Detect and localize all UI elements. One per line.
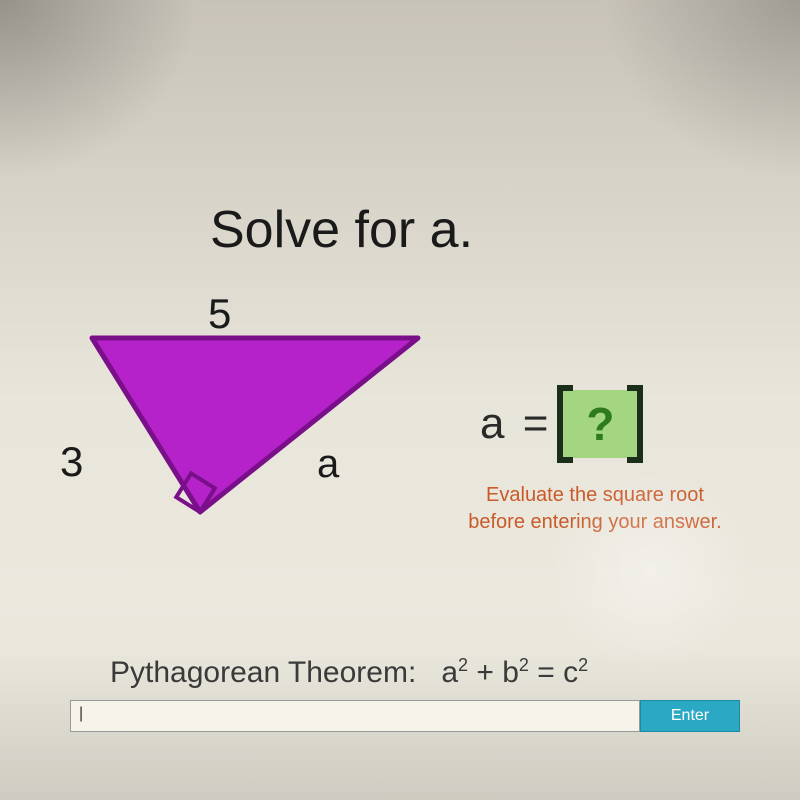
answer-placeholder-icon: ? xyxy=(586,397,614,451)
answer-prefix: a = xyxy=(480,399,551,449)
theorem-plus: + xyxy=(468,656,502,689)
triangle-figure: 5 3 a xyxy=(60,290,430,520)
theorem-eq: = xyxy=(529,656,563,689)
theorem-c: c xyxy=(563,656,578,689)
photo-shadow-tl xyxy=(0,0,200,180)
photo-shadow-tr xyxy=(600,0,800,180)
theorem-a: a xyxy=(441,656,458,689)
answer-input[interactable]: | xyxy=(70,700,640,732)
triangle-svg xyxy=(60,290,430,520)
label-hypotenuse: 5 xyxy=(208,290,231,338)
theorem-b: b xyxy=(502,656,519,689)
theorem-b-exp: 2 xyxy=(519,655,529,675)
label-left-leg: 3 xyxy=(60,438,83,486)
theorem-label: Pythagorean Theorem: xyxy=(110,656,416,689)
theorem-line: Pythagorean Theorem: a2 + b2 = c2 xyxy=(110,655,588,690)
page-title: Solve for a. xyxy=(210,200,473,260)
hint-text: Evaluate the square root before entering… xyxy=(455,482,735,536)
answer-row: a = ? xyxy=(480,390,637,458)
answer-box[interactable]: ? xyxy=(563,390,637,458)
label-right-leg: a xyxy=(317,442,339,487)
theorem-a-exp: 2 xyxy=(458,655,468,675)
input-row: | Enter xyxy=(70,700,740,732)
enter-button[interactable]: Enter xyxy=(640,700,740,732)
theorem-c-exp: 2 xyxy=(578,655,588,675)
